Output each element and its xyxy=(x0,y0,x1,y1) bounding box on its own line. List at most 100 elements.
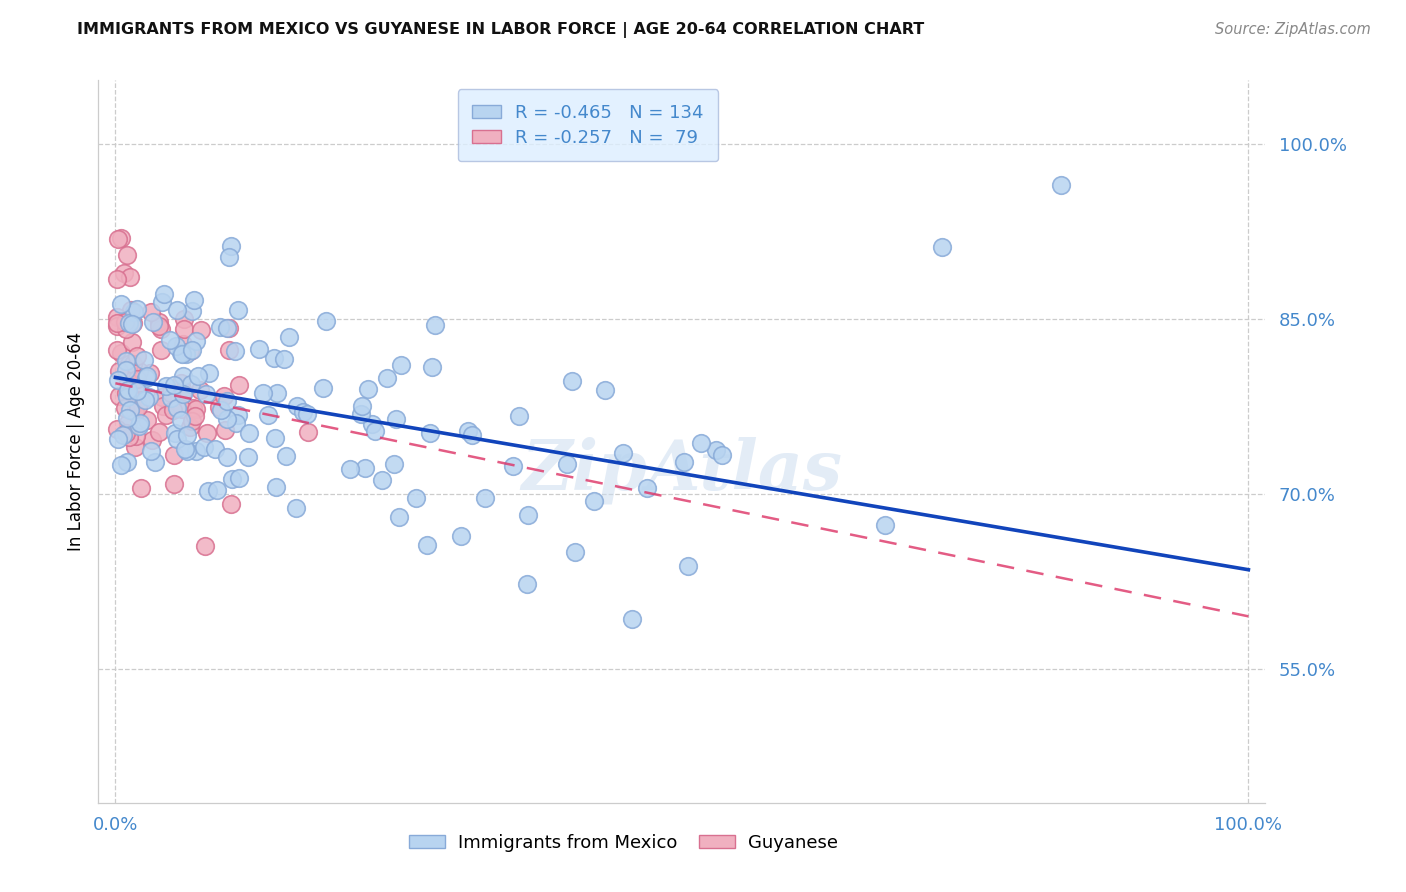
Point xyxy=(673,455,696,469)
Point xyxy=(172,401,194,416)
Point xyxy=(121,317,143,331)
Point xyxy=(228,302,250,317)
Point xyxy=(163,476,186,491)
Point xyxy=(129,392,152,407)
Point xyxy=(508,409,530,424)
Point xyxy=(117,390,139,404)
Point xyxy=(118,270,141,285)
Point xyxy=(141,433,163,447)
Point xyxy=(689,436,711,450)
Point xyxy=(224,344,246,359)
Point xyxy=(170,376,193,390)
Point xyxy=(114,322,136,336)
Point xyxy=(238,425,260,440)
Point xyxy=(180,376,202,391)
Point xyxy=(474,491,496,505)
Point xyxy=(118,402,141,417)
Point xyxy=(125,384,148,398)
Point xyxy=(148,319,170,334)
Point xyxy=(105,271,128,285)
Point xyxy=(180,303,202,318)
Point xyxy=(219,497,242,511)
Point xyxy=(138,390,160,404)
Point xyxy=(621,612,644,626)
Point xyxy=(228,377,250,392)
Point xyxy=(136,369,159,384)
Point xyxy=(166,303,188,318)
Point xyxy=(153,286,176,301)
Point xyxy=(179,420,201,434)
Point xyxy=(263,351,285,365)
Point xyxy=(150,343,173,357)
Point xyxy=(148,315,170,329)
Point xyxy=(197,366,219,380)
Point xyxy=(176,443,198,458)
Point xyxy=(105,343,128,358)
Point xyxy=(122,357,145,371)
Point xyxy=(170,347,193,361)
Point xyxy=(105,319,128,334)
Point xyxy=(278,330,301,344)
Point xyxy=(197,483,219,498)
Point xyxy=(274,449,297,463)
Point xyxy=(142,315,165,329)
Point xyxy=(139,444,162,458)
Point xyxy=(205,483,228,497)
Point xyxy=(236,450,259,464)
Point xyxy=(122,316,145,330)
Point xyxy=(117,374,139,388)
Point xyxy=(155,379,177,393)
Point xyxy=(516,508,538,523)
Point xyxy=(612,446,634,460)
Point xyxy=(139,367,162,381)
Point xyxy=(120,303,142,318)
Point xyxy=(249,343,271,357)
Point xyxy=(128,419,150,434)
Point xyxy=(184,443,207,458)
Point xyxy=(169,346,191,360)
Point xyxy=(107,432,129,446)
Point xyxy=(195,425,218,440)
Point xyxy=(114,354,136,368)
Point xyxy=(179,343,201,358)
Point xyxy=(583,494,606,508)
Point xyxy=(105,316,128,330)
Text: Source: ZipAtlas.com: Source: ZipAtlas.com xyxy=(1215,22,1371,37)
Point xyxy=(169,413,191,427)
Point xyxy=(166,401,188,416)
Point xyxy=(114,315,136,329)
Point xyxy=(166,432,188,446)
Point xyxy=(114,425,136,440)
Point xyxy=(384,412,406,426)
Point xyxy=(194,540,217,554)
Point xyxy=(226,408,249,422)
Point xyxy=(135,412,157,426)
Point xyxy=(155,408,177,422)
Point xyxy=(186,334,208,348)
Point xyxy=(162,402,184,417)
Point xyxy=(180,343,202,358)
Text: ZipAtlas: ZipAtlas xyxy=(522,437,842,504)
Point xyxy=(353,460,375,475)
Point xyxy=(118,357,141,371)
Point xyxy=(124,428,146,442)
Point xyxy=(273,351,295,366)
Point xyxy=(678,558,700,573)
Point xyxy=(125,349,148,363)
Point xyxy=(135,371,157,385)
Point xyxy=(502,459,524,474)
Point xyxy=(114,401,136,416)
Point xyxy=(184,409,207,423)
Point xyxy=(117,383,139,397)
Point xyxy=(363,425,385,439)
Point xyxy=(107,373,129,387)
Point xyxy=(174,347,197,361)
Point xyxy=(111,427,134,442)
Point xyxy=(450,529,472,543)
Point xyxy=(122,305,145,319)
Point xyxy=(124,404,146,418)
Point xyxy=(312,381,335,395)
Point xyxy=(212,389,235,403)
Point xyxy=(356,382,378,396)
Point xyxy=(218,343,240,357)
